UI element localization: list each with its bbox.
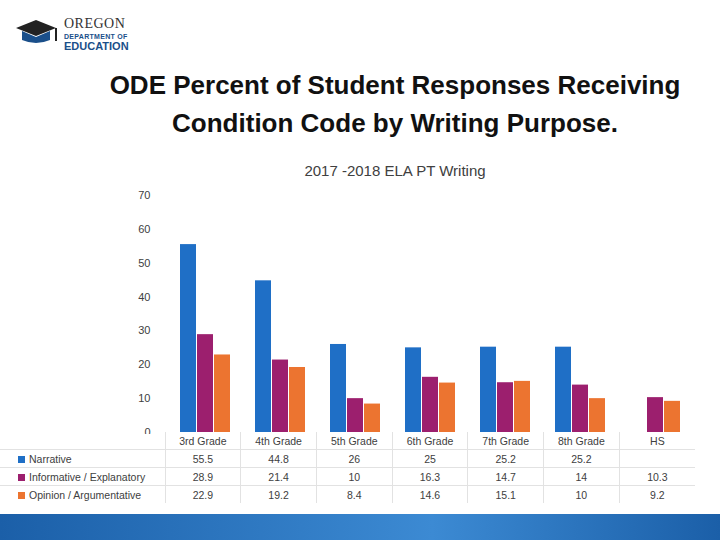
html-text:10.3: 10.3 [647, 470, 668, 483]
html-text:28.9: 28.9 [192, 470, 214, 483]
svg-text:70: 70 [138, 189, 150, 201]
html-text:26: 26 [348, 452, 361, 465]
svg-text:60: 60 [138, 223, 150, 235]
html-text:7th Grade: 7th Grade [482, 434, 529, 447]
html-text:5th Grade: 5th Grade [330, 434, 378, 447]
svg-text:50: 50 [138, 257, 150, 269]
html-text:4th Grade: 4th Grade [255, 434, 302, 447]
html-text:15.1: 15.1 [495, 488, 516, 501]
html-text:EDUCATION: EDUCATION [64, 40, 129, 52]
html-text:19.2: 19.2 [268, 488, 289, 501]
html-text:10: 10 [348, 470, 361, 483]
html-text:DEPARTMENT OF: DEPARTMENT OF [64, 33, 128, 40]
html-text:Narrative: Narrative [29, 452, 72, 465]
html-text:25: 25 [424, 452, 436, 465]
html-text:6th Grade: 6th Grade [406, 434, 454, 447]
html-text:25.2: 25.2 [571, 452, 592, 465]
svg-text:10: 10 [138, 392, 150, 404]
svg-text:30: 30 [138, 324, 150, 336]
html-text:HS: HS [650, 434, 665, 447]
html-text:ODE Percent of Student Respons: ODE Percent of Student Responses Receivi… [109, 70, 681, 138]
html-text:22.9: 22.9 [192, 488, 214, 501]
html-text:14.7: 14.7 [495, 470, 516, 483]
svg-text:40: 40 [138, 291, 150, 303]
html-text:14: 14 [575, 470, 588, 483]
svg-text:20: 20 [138, 358, 150, 370]
html-text:10: 10 [575, 488, 588, 501]
html-text:8.4: 8.4 [347, 488, 362, 501]
html-text:Opinion / Argumentative: Opinion / Argumentative [29, 488, 142, 501]
html-text:55.5: 55.5 [192, 452, 214, 465]
html-text:Informative / Explanatory: Informative / Explanatory [29, 470, 146, 483]
html-text:2017 -2018 ELA PT Writing: 2017 -2018 ELA PT Writing [304, 162, 486, 179]
html-text:16.3: 16.3 [419, 470, 441, 483]
html-text:21.4: 21.4 [268, 470, 289, 483]
html-text:8th Grade: 8th Grade [558, 434, 605, 447]
html-text:14.6: 14.6 [419, 488, 441, 501]
html-text:OREGON: OREGON [64, 16, 126, 31]
svg-text:0: 0 [144, 426, 150, 434]
html-text:9.2: 9.2 [650, 488, 665, 501]
html-text:3rd Grade: 3rd Grade [179, 434, 227, 447]
html-text:44.8: 44.8 [268, 452, 289, 465]
html-text:25.2: 25.2 [495, 452, 516, 465]
